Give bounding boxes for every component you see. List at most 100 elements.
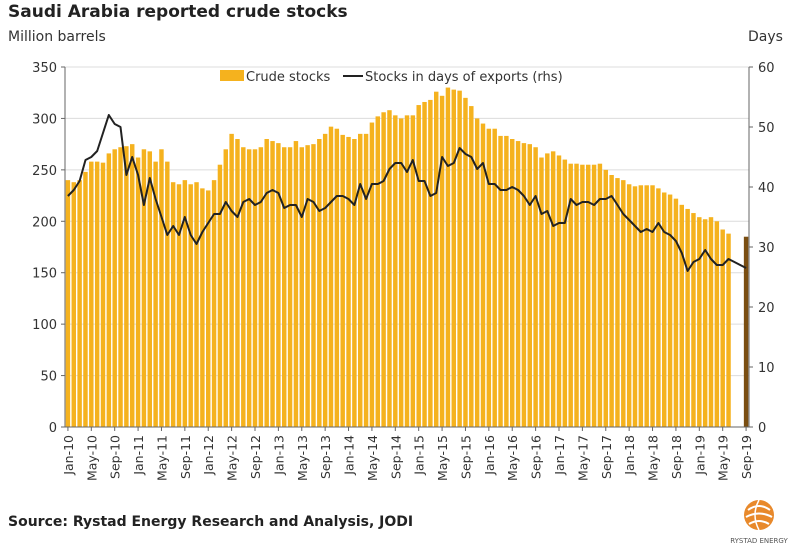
x-tick-label: Jan-13 [271,435,286,476]
bar-crude-stocks [381,112,386,427]
bar-crude-stocks [334,128,340,427]
bar-crude-stocks [474,118,480,427]
bar-crude-stocks [217,164,223,427]
legend-swatch-crude-stocks [220,70,244,81]
bar-crude-stocks [743,236,749,427]
bar-crude-stocks [346,136,351,427]
bar-crude-stocks [586,164,591,427]
bar-crude-stocks [662,192,667,427]
x-tick-label: Sep-16 [529,435,544,479]
x-tick-label: May-11 [154,435,169,481]
bar-crude-stocks [293,141,299,428]
bar-crude-stocks [369,122,375,428]
bar-crude-stocks [445,87,451,428]
bar-crude-stocks [480,123,486,428]
bar-crude-stocks [135,157,141,427]
bar-crude-stocks [159,149,164,428]
y2-axis-label: Days [748,29,783,45]
bar-crude-stocks [404,115,410,427]
bar-crude-stocks [486,128,492,427]
bar-crude-stocks [141,149,147,428]
bar-crude-stocks [375,116,380,427]
bar-crude-stocks [416,105,421,428]
bar-crude-stocks [311,144,316,427]
x-tick-label: May-15 [435,435,450,481]
y-tick-label: 0 [49,421,57,436]
globe-icon [744,499,774,531]
legend-label-days: Stocks in days of exports (rhs) [365,70,563,85]
bar-crude-stocks [638,185,644,427]
bar-crude-stocks [469,106,474,427]
bar-crude-stocks [358,133,363,427]
bar-crude-stocks [147,151,152,428]
x-tick-label: May-14 [365,435,380,481]
x-tick-label: May-16 [505,435,520,481]
bar-crude-stocks [545,153,550,427]
bar-crude-stocks [574,163,579,427]
bar-crude-stocks [264,139,269,427]
x-tick-label: May-18 [646,435,661,481]
bar-crude-stocks [276,143,281,427]
x-tick-label: Sep-14 [388,435,403,479]
bar-crude-stocks [71,182,76,427]
bar-crude-stocks [691,213,696,427]
x-tick-label: May-12 [225,435,240,481]
bar-crude-stocks [153,161,158,427]
x-tick-label: Jan-19 [692,435,707,476]
bar-crude-stocks [533,147,538,427]
bar-crude-stocks [626,184,632,427]
bar-crude-stocks [615,178,620,427]
x-tick-label: Jan-18 [622,435,637,476]
bar-crude-stocks [521,143,527,427]
bar-crude-stocks [305,145,310,427]
x-tick-label: Sep-19 [739,435,754,479]
x-tick-label: Jan-12 [201,435,216,476]
bar-crude-stocks [679,204,684,427]
bar-crude-stocks [650,185,655,427]
x-tick-label: Jan-16 [482,435,497,476]
bar-crude-stocks [287,147,293,427]
x-tick-label: Jan-15 [412,435,427,476]
bar-crude-stocks [241,147,246,427]
bar-crude-stocks [124,146,129,427]
bar-crude-stocks [539,157,544,427]
bar-crude-stocks [322,133,328,427]
x-tick-label: Sep-13 [318,435,333,479]
bar-crude-stocks [708,217,714,427]
bar-crude-stocks [211,180,217,427]
bar-crude-stocks [83,171,88,427]
bar-crude-stocks [714,221,720,427]
bar-crude-stocks [229,133,234,427]
bar-crude-stocks [439,95,445,428]
x-tick-label: Jan-11 [131,435,146,476]
source-note: Source: Rystad Energy Research and Analy… [8,514,414,530]
rystad-logo: RYSTAD ENERGY [725,498,793,545]
bar-crude-stocks [504,135,509,427]
bar-crude-stocks [632,186,638,427]
bar-crude-stocks [562,159,568,428]
bar-crude-stocks [656,188,661,427]
y-tick-label: 200 [32,215,57,230]
bar-crude-stocks [422,101,427,427]
bar-crude-stocks [492,128,497,427]
bar-crude-stocks [65,180,71,427]
bar-crude-stocks [106,153,112,427]
y2-tick-label: 50 [758,121,775,136]
bar-crude-stocks [112,149,117,428]
bar-crude-stocks [94,161,100,427]
y2-tick-label: 60 [758,61,775,76]
y-axis-label: Million barrels [8,29,106,45]
bar-crude-stocks [428,99,433,428]
bar-crude-stocks [463,97,468,427]
x-tick-label: Sep-10 [108,435,123,479]
bar-crude-stocks [685,208,690,427]
x-tick-label: Sep-17 [599,435,614,479]
x-tick-label: Sep-12 [248,435,263,479]
bar-crude-stocks [726,233,731,427]
bar-crude-stocks [363,133,369,427]
bar-crude-stocks [206,190,211,427]
bar-crude-stocks [697,217,702,427]
chart-plot: 0 50 100 150 200 250 300 350 0 10 20 30 40 50 60 Jan-10… [32,61,775,481]
bar-crude-stocks [515,141,521,428]
